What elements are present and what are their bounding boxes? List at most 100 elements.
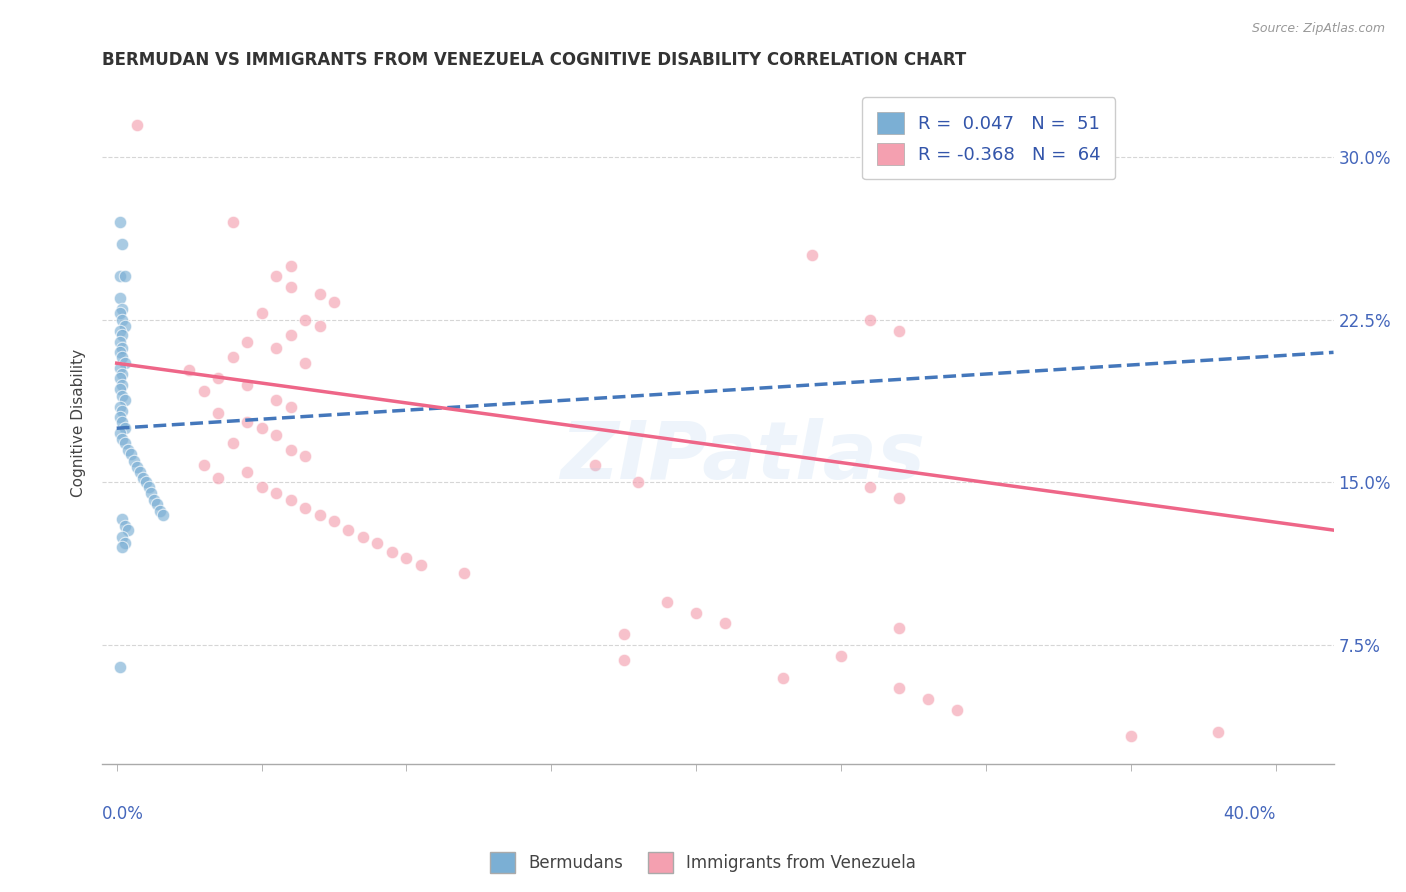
Point [236, 377, 259, 392]
Point [613, 653, 636, 667]
Point [409, 558, 432, 572]
Point [280, 280, 302, 294]
Point [280, 442, 302, 457]
Point [152, 508, 174, 522]
Point [207, 406, 229, 420]
Point [801, 248, 824, 262]
Point [236, 415, 259, 429]
Point [114, 319, 136, 334]
Text: Source: ZipAtlas.com: Source: ZipAtlas.com [1251, 22, 1385, 36]
Point [108, 334, 131, 349]
Point [859, 313, 882, 327]
Point [264, 392, 287, 407]
Point [141, 486, 163, 500]
Point [280, 400, 302, 414]
Point [859, 480, 882, 494]
Point [111, 389, 134, 403]
Point [132, 471, 155, 485]
Point [122, 454, 145, 468]
Point [887, 621, 910, 635]
Point [381, 545, 404, 559]
Point [120, 447, 142, 461]
Point [264, 269, 287, 284]
Point [887, 491, 910, 505]
Point [108, 291, 131, 305]
Point [887, 324, 910, 338]
Point [108, 659, 131, 673]
Point [323, 295, 346, 310]
Point [108, 360, 131, 375]
Point [114, 392, 136, 407]
Point [627, 475, 650, 490]
Text: ZIPatlas: ZIPatlas [560, 418, 925, 496]
Point [111, 367, 134, 381]
Point [143, 492, 166, 507]
Point [125, 460, 148, 475]
Point [236, 334, 259, 349]
Point [294, 450, 316, 464]
Point [352, 530, 374, 544]
Point [280, 259, 302, 273]
Point [250, 306, 273, 320]
Point [114, 436, 136, 450]
Point [114, 536, 136, 550]
Point [583, 458, 606, 472]
Point [117, 442, 139, 457]
Point [1206, 724, 1229, 739]
Point [395, 551, 418, 566]
Point [179, 362, 201, 376]
Point [308, 286, 330, 301]
Point [337, 523, 360, 537]
Point [264, 341, 287, 355]
Point [108, 324, 131, 338]
Point [111, 541, 134, 555]
Point [125, 118, 148, 132]
Point [108, 345, 131, 359]
Point [917, 692, 939, 706]
Text: 0.0%: 0.0% [103, 805, 143, 823]
Point [149, 503, 172, 517]
Point [114, 518, 136, 533]
Point [613, 627, 636, 641]
Point [280, 328, 302, 343]
Point [308, 508, 330, 522]
Point [111, 415, 134, 429]
Point [193, 384, 215, 399]
Point [111, 377, 134, 392]
Point [111, 512, 134, 526]
Point [250, 480, 273, 494]
Point [111, 404, 134, 418]
Point [207, 471, 229, 485]
Point [193, 458, 215, 472]
Point [221, 215, 243, 229]
Point [714, 616, 737, 631]
Point [111, 313, 134, 327]
Point [108, 371, 131, 385]
Point [366, 536, 388, 550]
Point [111, 301, 134, 316]
Point [830, 648, 852, 663]
Text: BERMUDAN VS IMMIGRANTS FROM VENEZUELA COGNITIVE DISABILITY CORRELATION CHART: BERMUDAN VS IMMIGRANTS FROM VENEZUELA CO… [103, 51, 966, 69]
Point [111, 341, 134, 355]
Point [138, 480, 160, 494]
Point [146, 497, 169, 511]
Point [250, 421, 273, 435]
Point [111, 236, 134, 251]
Point [114, 421, 136, 435]
Point [108, 425, 131, 440]
Point [685, 606, 707, 620]
Point [114, 356, 136, 370]
Point [294, 356, 316, 370]
Point [111, 350, 134, 364]
Point [264, 486, 287, 500]
Point [111, 432, 134, 446]
Point [207, 371, 229, 385]
Point [117, 523, 139, 537]
Point [294, 313, 316, 327]
Point [221, 436, 243, 450]
Point [887, 681, 910, 696]
Point [108, 269, 131, 284]
Point [114, 269, 136, 284]
Point [111, 530, 134, 544]
Point [135, 475, 157, 490]
